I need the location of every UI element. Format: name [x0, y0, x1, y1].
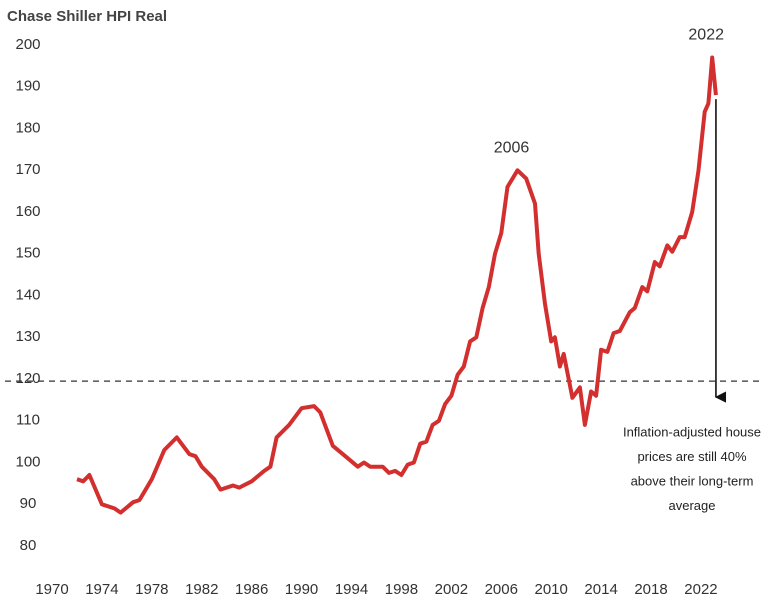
- y-tick-label: 110: [16, 412, 40, 429]
- note-line: average: [669, 498, 716, 513]
- annotation: 2006: [494, 139, 530, 156]
- y-tick-label: 90: [20, 495, 37, 512]
- y-tick-label: 190: [15, 78, 40, 95]
- y-tick-label: 200: [15, 36, 40, 53]
- x-tick-label: 1986: [235, 581, 268, 598]
- line-series: [76, 55, 718, 515]
- y-tick-label: 180: [15, 119, 40, 136]
- x-tick-label: 1974: [85, 581, 118, 598]
- chart-title: Chase Shiller HPI Real: [7, 8, 167, 25]
- x-tick-label: 2018: [634, 581, 667, 598]
- y-tick-label: 130: [15, 328, 40, 345]
- y-tick-label: 140: [15, 286, 40, 303]
- x-tick-label: 1998: [385, 581, 418, 598]
- x-tick-label: 2022: [684, 581, 717, 598]
- x-tick-label: 2010: [535, 581, 568, 598]
- x-tick-label: 2002: [435, 581, 468, 598]
- x-tick-label: 1982: [185, 581, 218, 598]
- note-line: above their long-term: [631, 473, 754, 488]
- y-tick-label: 80: [20, 537, 37, 554]
- x-tick-label: 2006: [485, 581, 518, 598]
- note-line: Inflation-adjusted house: [623, 424, 761, 439]
- x-tick-label: 1994: [335, 581, 368, 598]
- y-tick-label: 120: [15, 370, 40, 387]
- annotation: 2022: [688, 27, 724, 44]
- x-tick-label: 1970: [35, 581, 68, 598]
- x-tick-label: 2014: [584, 581, 617, 598]
- y-tick-label: 100: [15, 453, 40, 470]
- y-tick-label: 150: [15, 245, 40, 262]
- y-tick-label: 160: [15, 203, 40, 220]
- x-tick-label: 1990: [285, 581, 318, 598]
- x-tick-label: 1978: [135, 581, 168, 598]
- y-tick-label: 170: [15, 161, 40, 178]
- note-line: prices are still 40%: [637, 449, 747, 464]
